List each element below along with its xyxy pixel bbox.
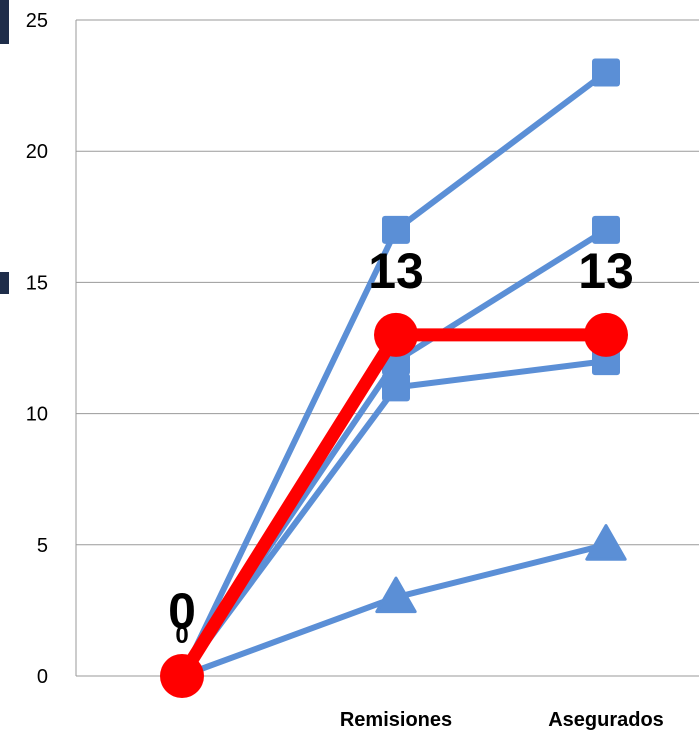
x-category-label: Remisiones bbox=[340, 709, 452, 731]
series-line bbox=[179, 358, 609, 679]
y-tick-label: 10 bbox=[26, 404, 48, 426]
series-point bbox=[375, 576, 417, 614]
series-point bbox=[382, 373, 410, 402]
data-label: 13 bbox=[578, 243, 634, 299]
series-point bbox=[584, 312, 628, 357]
series-lines bbox=[160, 58, 628, 698]
data-label: 13 bbox=[368, 243, 424, 299]
series-point bbox=[160, 654, 204, 698]
series-3 bbox=[179, 347, 620, 679]
data-label: 0 bbox=[168, 583, 196, 639]
series-5 bbox=[160, 312, 628, 698]
data-label: 0 bbox=[175, 622, 188, 649]
x-category-labels: Remisiones Asegurados bbox=[340, 709, 664, 731]
x-category-label: Asegurados bbox=[548, 709, 664, 731]
y-tick-label: 20 bbox=[26, 141, 48, 163]
y-tick-label: 0 bbox=[37, 666, 48, 688]
series-point bbox=[585, 524, 627, 561]
y-tick-label: 5 bbox=[37, 535, 48, 557]
side-decoration-bottom bbox=[0, 272, 9, 294]
series-point bbox=[592, 215, 620, 244]
data-labels: 00 13 13 bbox=[168, 243, 634, 649]
side-decoration-top bbox=[0, 0, 9, 44]
series-1 bbox=[179, 58, 620, 679]
y-tick-label: 25 bbox=[26, 10, 48, 32]
series-4 bbox=[179, 524, 627, 679]
series-point bbox=[592, 58, 620, 87]
y-tick-label: 15 bbox=[26, 272, 48, 294]
series-point bbox=[374, 312, 418, 357]
series-point bbox=[382, 215, 410, 244]
y-tick-labels: 0 5 10 15 20 25 bbox=[26, 10, 48, 688]
